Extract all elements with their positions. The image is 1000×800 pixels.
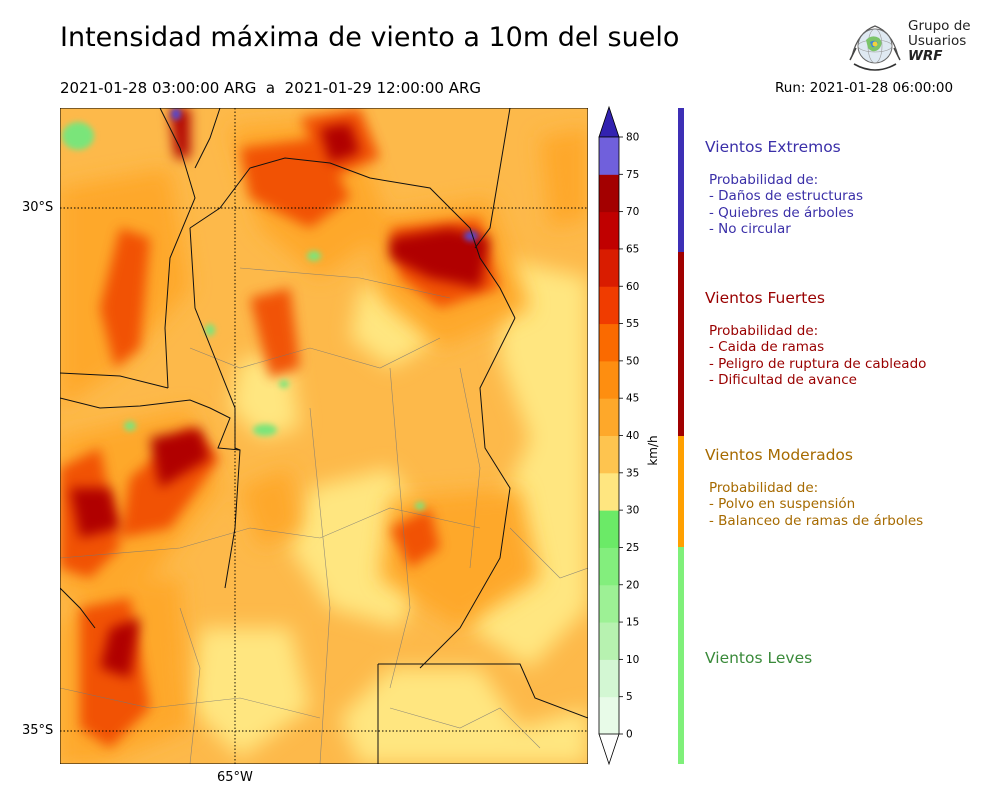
category-title-extreme: Vientos Extremos: [705, 138, 841, 156]
logo-line-3: WRF: [908, 48, 943, 64]
colorbar-tick-label: 10: [626, 654, 639, 666]
category-line: - Dificultad de avance: [709, 371, 857, 388]
category-title-light: Vientos Leves: [705, 649, 813, 667]
grupo-wrf-logo: Grupo de Usuarios WRF: [848, 18, 978, 74]
colorbar-segment: [599, 286, 619, 325]
run-timestamp: Run: 2021-01-28 06:00:00: [775, 80, 954, 96]
colorbar-segment: [599, 472, 619, 511]
colorbar-tick-label: 20: [626, 579, 639, 591]
colorbar-extend-high: [598, 105, 620, 138]
colorbar-segment: [599, 510, 619, 548]
category-line: - Polvo en suspensión: [709, 496, 856, 513]
colorbar-segment: [599, 547, 619, 586]
category-line: Probabilidad de:: [709, 172, 819, 188]
colorbar-tick-label: 45: [626, 393, 639, 405]
globe-logo-icon: [849, 25, 901, 71]
colorbar-tick-label: 25: [626, 542, 639, 554]
category-line: - Daños de estructuras: [709, 188, 864, 205]
category-bar-extreme: [678, 108, 684, 252]
colorbar-tick-label: 15: [626, 617, 639, 629]
lat-label-35s: 35°S: [22, 723, 54, 738]
colorbar-tick-label: 5: [626, 691, 633, 703]
colorbar-extend-low: [598, 733, 620, 766]
category-line: - Quiebres de árboles: [709, 204, 854, 221]
category-line: - Balanceo de ramas de árboles: [709, 512, 924, 529]
colorbar-segment: [599, 360, 619, 399]
category-title-moderate: Vientos Moderados: [705, 446, 853, 464]
colorbar-segment: [599, 137, 619, 175]
colorbar-tick-label: 30: [626, 505, 639, 517]
colorbar-tick-label: 75: [626, 169, 639, 181]
category-bar-light: [678, 547, 684, 764]
colorbar-tick-label: 55: [626, 318, 639, 330]
lon-label-65w: 65°W: [217, 770, 253, 785]
colorbar-segment: [599, 323, 619, 362]
colorbar-tick-label: 70: [626, 206, 639, 218]
colorbar-tick-label: 65: [626, 243, 639, 255]
category-line: - No circular: [709, 220, 791, 237]
category-line: - Peligro de ruptura de cableado: [709, 355, 927, 372]
colorbar-tick-label: 35: [626, 467, 639, 479]
colorbar-segment: [599, 622, 619, 660]
category-title-strong: Vientos Fuertes: [705, 289, 825, 307]
colorbar-tick-label: 0: [626, 729, 633, 741]
colorbar-tick-label: 40: [626, 430, 639, 442]
logo-line-2: Usuarios: [908, 33, 967, 49]
category-list-moderate: Probabilidad de: - Polvo en suspensión -…: [709, 480, 923, 529]
category-line: - Caida de ramas: [709, 339, 825, 356]
colorbar-tick-label: 50: [626, 355, 639, 367]
colorbar-segment: [599, 696, 619, 735]
map-title: Intensidad máxima de viento a 10m del su…: [60, 22, 680, 53]
category-line: Probabilidad de:: [709, 323, 819, 339]
forecast-period: 2021-01-28 03:00:00 ARG a 2021-01-29 12:…: [60, 79, 482, 97]
colorbar-tick-label: 80: [626, 132, 639, 144]
category-bar-moderate: [678, 436, 684, 547]
wind-map: [60, 108, 588, 764]
colorbar-segment: [599, 659, 619, 698]
category-bar-strong: [678, 252, 684, 436]
colorbar-segment: [599, 435, 619, 474]
lat-label-30s: 30°S: [22, 200, 54, 215]
colorbar-tick-label: 60: [626, 281, 639, 293]
wind-colorbar: 0 5 10 15 20 25 30 35 40 45 50 55 60 65 70 75 80 km/h: [598, 105, 660, 766]
category-list-strong: Probabilidad de: - Caida de ramas - Peli…: [709, 323, 926, 388]
colorbar-segment: [599, 174, 619, 213]
colorbar-segment: [599, 584, 619, 623]
logo-line-1: Grupo de: [908, 18, 971, 34]
category-line: Probabilidad de:: [709, 480, 819, 496]
colorbar-unit-label: km/h: [646, 435, 660, 465]
colorbar-segment: [599, 211, 619, 250]
colorbar-segment: [599, 248, 619, 287]
category-list-extreme: Probabilidad de: - Daños de estructuras …: [709, 172, 863, 237]
colorbar-segment: [599, 398, 619, 436]
